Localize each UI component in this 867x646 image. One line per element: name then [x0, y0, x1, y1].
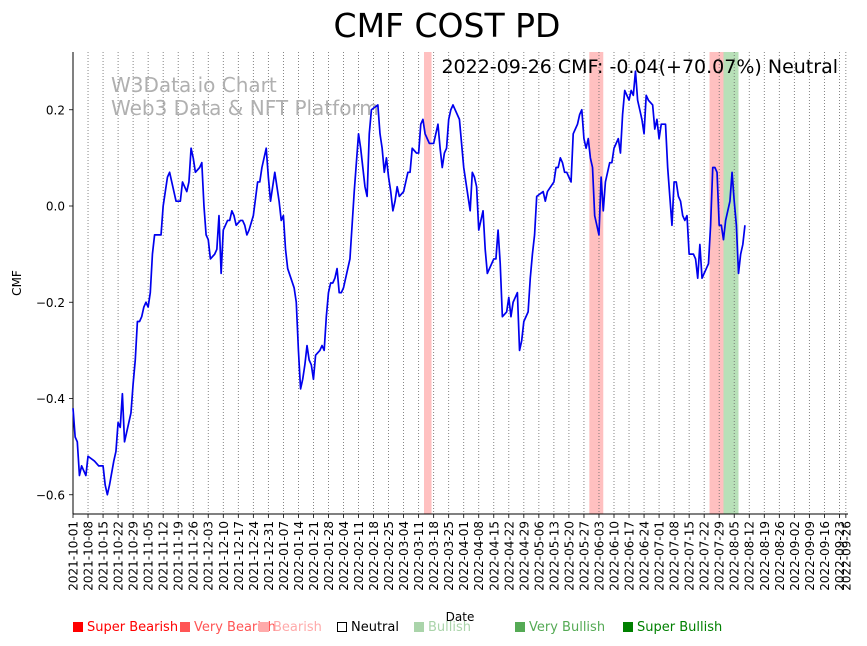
x-tick-label: 2021-11-05 [142, 521, 156, 591]
x-tick-label: 2022-04-29 [517, 521, 531, 591]
x-tick-label: 2022-05-13 [547, 521, 561, 591]
x-tick-label: 2022-04-15 [487, 521, 501, 591]
sentiment-band-bullish [723, 52, 739, 514]
legend-label: Bearish [273, 620, 322, 635]
x-tick-label: 2022-04-08 [472, 521, 486, 591]
x-tick-label: 2022-04-01 [457, 521, 471, 591]
legend-item-super-bullish: Super Bullish [623, 620, 722, 635]
x-axis-label: Date [446, 610, 475, 624]
x-tick-label: 2021-12-17 [232, 521, 246, 591]
x-tick-label: 2022-04-22 [502, 521, 516, 591]
x-tick-label: 2022-08-26 [773, 521, 787, 591]
x-tick-label: 2021-11-12 [157, 521, 171, 591]
x-tick-label: 2022-06-17 [623, 521, 637, 591]
legend-label: Neutral [351, 620, 399, 635]
x-tick-label: 2021-10-01 [67, 521, 81, 591]
x-tick-label: 2022-05-27 [577, 521, 591, 591]
sentiment-band-bearish [424, 52, 432, 514]
x-tick-label: 2022-03-04 [397, 521, 411, 591]
x-tick-label: 2022-01-21 [307, 521, 321, 591]
sentiment-band-bearish [709, 52, 724, 514]
x-tick-label: 2021-10-22 [112, 521, 126, 591]
x-tick-label: 2021-10-29 [127, 521, 141, 591]
y-tick-label: −0.4 [36, 392, 65, 406]
x-tick-label: 2022-05-06 [532, 521, 546, 591]
x-tick-label: 2022-07-08 [668, 521, 682, 591]
x-tick-label: 2022-06-24 [638, 521, 652, 591]
legend-swatch [337, 622, 347, 632]
legend-item-bullish: Bullish [414, 620, 471, 635]
legend-label: Super Bearish [87, 620, 179, 635]
legend-item-bearish: Bearish [259, 620, 322, 635]
watermark-line: Web3 Data & NFT Platform [111, 96, 379, 120]
x-tick-label: 2022-02-11 [352, 521, 366, 591]
x-tick-label: 2022-09-26 [839, 521, 853, 591]
x-tick-label: 2022-01-28 [322, 521, 336, 591]
x-tick-label: 2021-12-03 [202, 521, 216, 591]
legend-label: Very Bearish [194, 620, 276, 635]
x-tick-label: 2022-07-29 [713, 521, 727, 591]
x-tick-label: 2021-11-26 [187, 521, 201, 591]
legend-swatch [259, 622, 269, 632]
x-tick-label: 2022-01-07 [277, 521, 291, 591]
cmf-series-line [72, 70, 746, 496]
x-tick-label: 2022-03-18 [427, 521, 441, 591]
x-tick-label: 2022-08-12 [743, 521, 757, 591]
x-tick-label: 2022-07-22 [698, 521, 712, 591]
x-tick-label: 2022-02-18 [367, 521, 381, 591]
y-axis-label: CMF [10, 270, 24, 296]
x-tick-label: 2022-03-11 [412, 521, 426, 591]
x-tick-label: 2022-06-03 [592, 521, 606, 591]
x-tick-label: 2022-03-25 [442, 521, 456, 591]
legend-swatch [515, 622, 525, 632]
x-tick-label: 2021-10-08 [82, 521, 96, 591]
x-tick-label: 2022-07-15 [683, 521, 697, 591]
x-tick-label: 2022-09-02 [788, 521, 802, 591]
x-tick-label: 2022-06-10 [607, 521, 621, 591]
x-tick-label: 2021-10-15 [97, 521, 111, 591]
legend-label: Very Bullish [529, 620, 606, 635]
legend-swatch [73, 622, 83, 632]
x-tick-label: 2022-08-19 [758, 521, 772, 591]
sentiment-band-bearish [589, 52, 604, 514]
legend-label: Super Bullish [637, 620, 723, 635]
x-tick-label: 2021-11-19 [172, 521, 186, 591]
x-tick-label: 2022-02-04 [337, 521, 351, 591]
legend-item-neutral: Neutral [337, 620, 399, 635]
legend-swatch [623, 622, 633, 632]
legend-label: Bullish [428, 620, 472, 635]
x-tick-label: 2021-12-24 [247, 521, 261, 591]
x-tick-label: 2022-08-05 [728, 521, 742, 591]
legend-item-very-bearish: Very Bearish [180, 620, 276, 635]
legend-item-very-bullish: Very Bullish [515, 620, 605, 635]
x-tick-label: 2022-09-09 [803, 521, 817, 591]
y-tick-label: −0.2 [36, 296, 65, 310]
watermark-line: W3Data.io Chart [111, 73, 277, 97]
x-tick-label: 2022-02-25 [382, 521, 396, 591]
legend-swatch [414, 622, 424, 632]
chart-title: CMF COST PD [334, 6, 561, 45]
y-tick-label: 0.0 [46, 200, 65, 214]
y-tick-label: 0.2 [46, 103, 65, 117]
legend-swatch [180, 622, 190, 632]
chart-annotation: 2022-09-26 CMF: -0.04(+70.07%) Neutral [441, 56, 838, 78]
x-tick-label: 2021-12-31 [262, 521, 276, 591]
y-tick-label: −0.6 [36, 488, 65, 502]
x-tick-label: 2022-09-23 [833, 521, 847, 591]
x-tick-label: 2022-07-01 [653, 521, 667, 591]
x-tick-label: 2022-01-14 [292, 521, 306, 591]
x-tick-label: 2022-05-20 [562, 521, 576, 591]
x-tick-label: 2021-12-10 [217, 521, 231, 591]
legend-item-super-bearish: Super Bearish [73, 620, 178, 635]
x-tick-label: 2022-09-16 [818, 521, 832, 591]
